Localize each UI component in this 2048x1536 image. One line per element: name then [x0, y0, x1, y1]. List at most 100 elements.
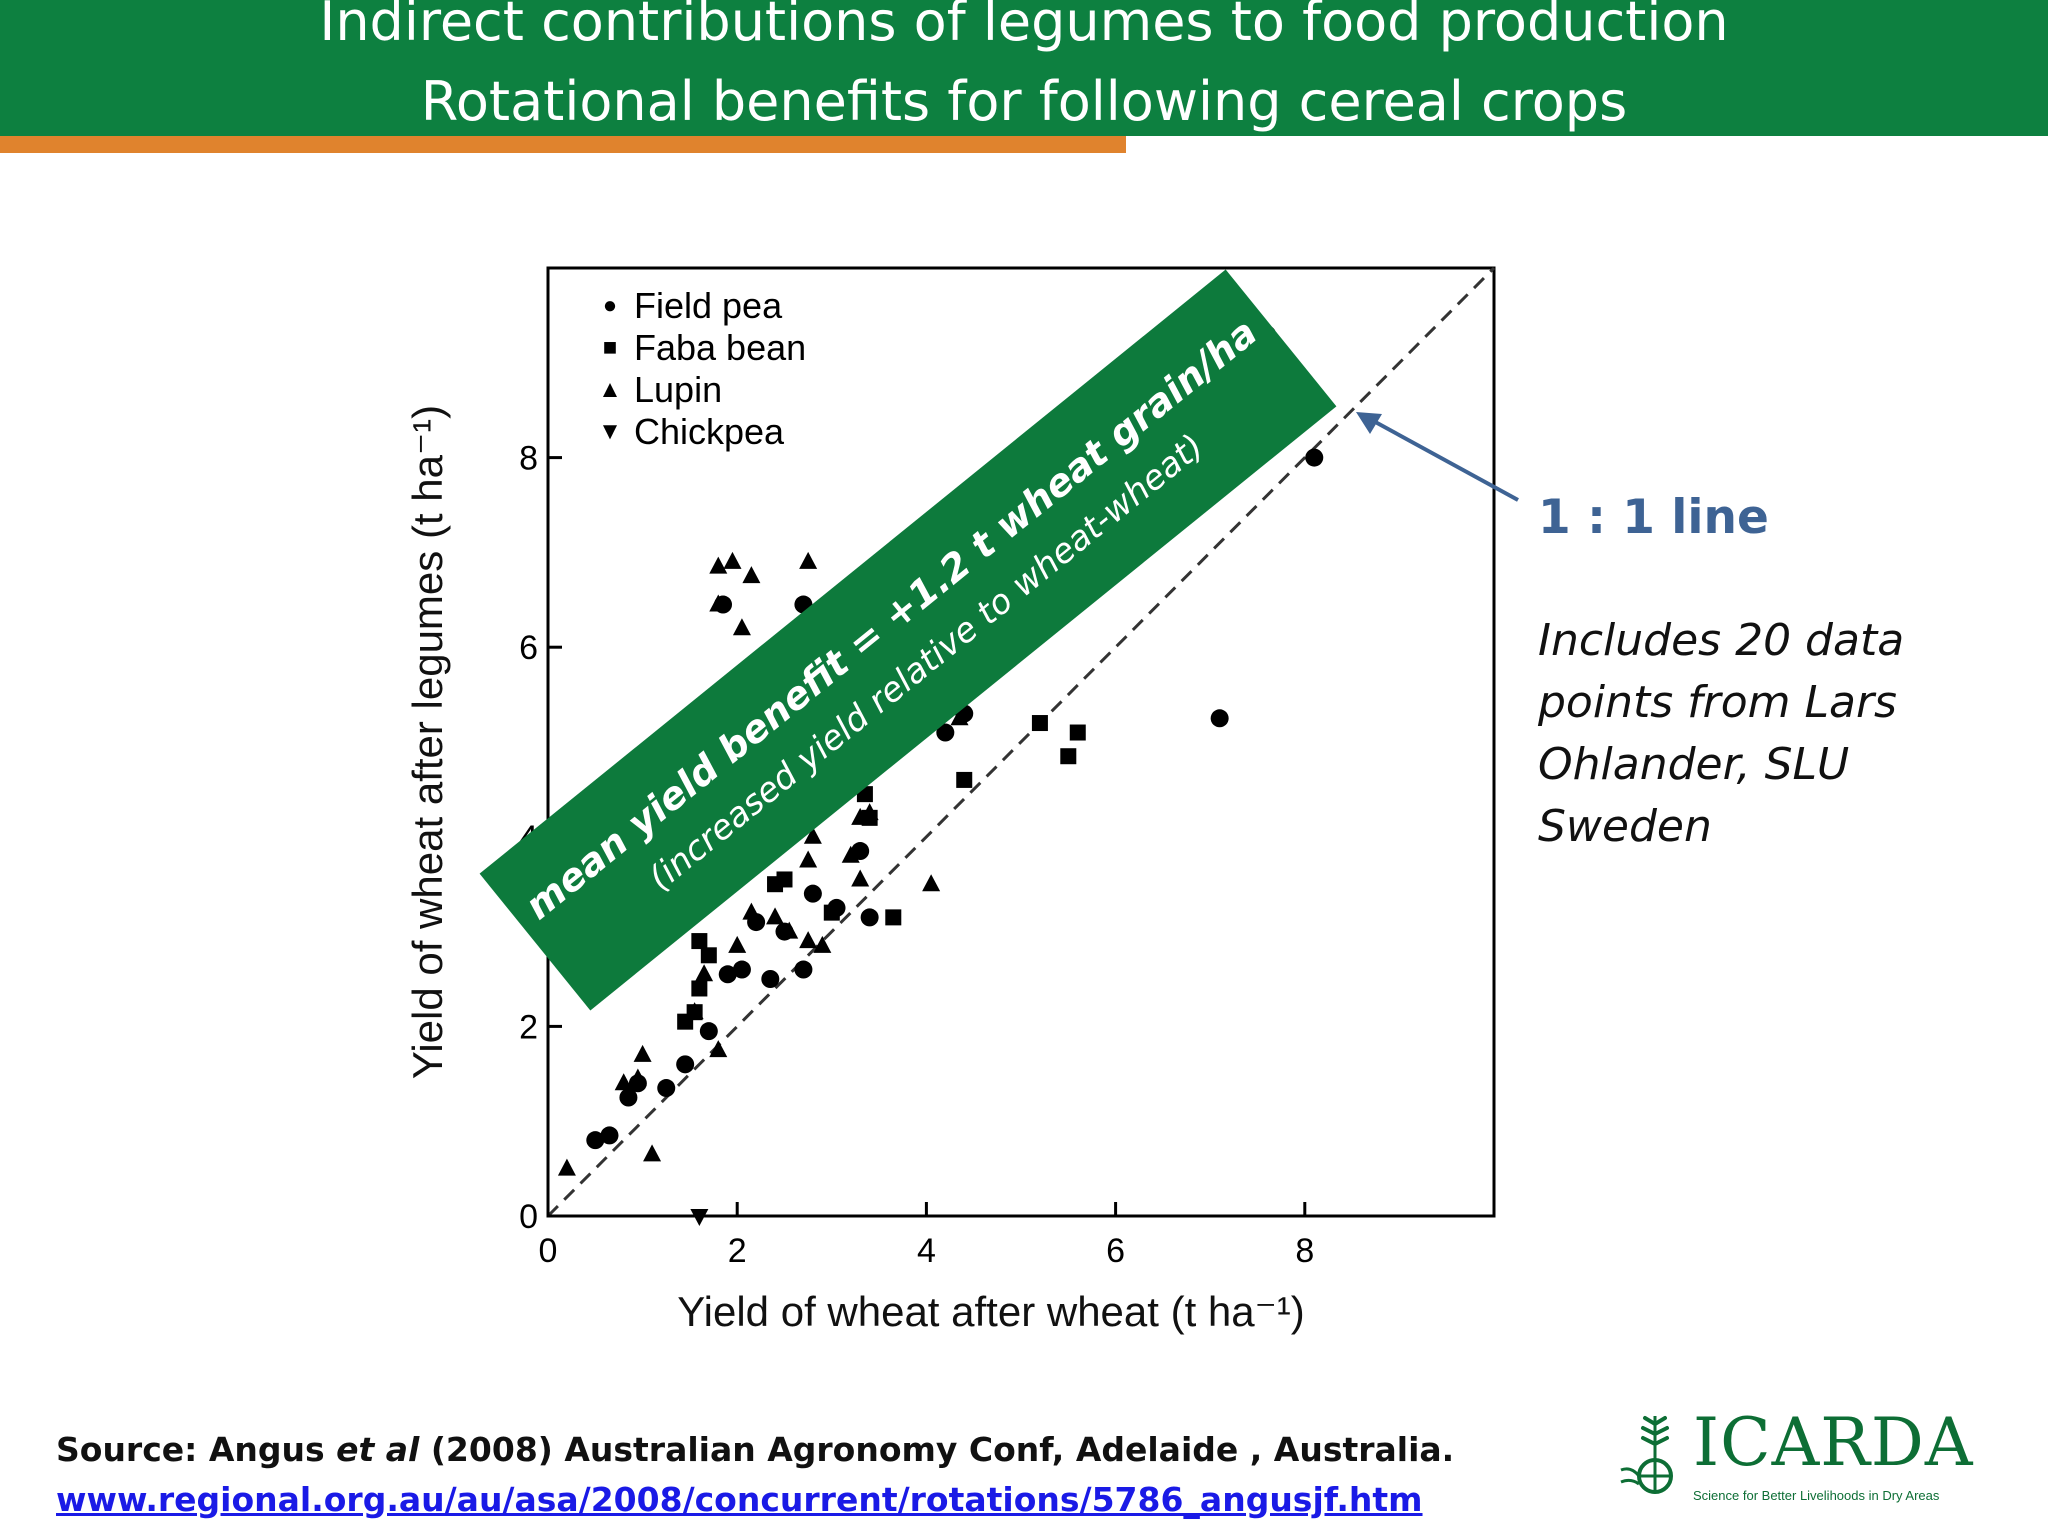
- data-point: [676, 1055, 695, 1074]
- slide-title: Indirect contributions of legumes to foo…: [319, 0, 1729, 53]
- data-point: [841, 845, 860, 863]
- data-point: [766, 907, 785, 925]
- icarda-logo: ICARDA Science for Better Livelihoods in…: [1615, 1404, 1973, 1510]
- banner-background: [479, 269, 1337, 1011]
- data-point: [1031, 715, 1048, 732]
- x-tick-label: 4: [917, 1232, 936, 1270]
- data-point: [643, 1144, 662, 1162]
- scatter-chart: 0246802468Yield of wheat after wheat (t …: [404, 266, 1519, 1335]
- legend-label: Chickpea: [634, 411, 785, 452]
- legend-label: Lupin: [634, 369, 723, 410]
- data-point: [1069, 724, 1086, 741]
- arrow-head-icon: [1356, 412, 1382, 434]
- data-point: [600, 1126, 619, 1145]
- title-band: [0, 0, 2048, 136]
- y-tick-label: 0: [519, 1198, 538, 1236]
- includes-note: Includes 20 data points from Lars Ohland…: [1538, 615, 1905, 852]
- y-tick-label: 6: [519, 629, 538, 667]
- source-prefix: Source: Angus: [56, 1430, 337, 1469]
- data-point: [761, 970, 780, 988]
- data-point: [813, 935, 832, 953]
- data-point: [728, 935, 747, 953]
- data-point: [860, 803, 879, 821]
- data-point: [614, 1073, 633, 1091]
- data-point: [936, 723, 955, 742]
- data-point: [794, 960, 813, 979]
- data-point: [742, 902, 761, 920]
- data-point: [657, 1079, 676, 1098]
- data-point: [922, 874, 941, 892]
- data-point: [557, 1158, 576, 1176]
- data-point: [695, 964, 714, 982]
- source-citation: Source: Angus et al (2008) Australian Ag…: [56, 1430, 1454, 1469]
- arrow-line: [1367, 416, 1519, 502]
- data-point: [956, 771, 973, 788]
- legend-item-chickpea: ▼ Chickpea: [592, 411, 806, 453]
- data-point: [799, 931, 818, 949]
- data-point: [691, 933, 708, 950]
- data-point: [633, 1044, 652, 1062]
- data-point: [699, 1022, 718, 1041]
- source-suffix: (2008) Australian Agronomy Conf, Adelaid…: [419, 1430, 1455, 1469]
- data-point: [803, 826, 822, 844]
- x-tick-label: 0: [539, 1232, 558, 1270]
- data-point: [742, 566, 761, 584]
- data-point: [1210, 709, 1229, 728]
- one-to-one-line: [546, 266, 1496, 1218]
- x-tick-label: 8: [1295, 1232, 1314, 1270]
- data-point: [732, 618, 751, 636]
- data-point: [628, 1068, 647, 1086]
- data-point: [780, 921, 799, 939]
- data-point: [860, 908, 879, 927]
- logo-wordmark: ICARDA: [1693, 1404, 1974, 1481]
- title-accent-bar: [0, 136, 1126, 153]
- x-tick-label: 6: [1106, 1232, 1125, 1270]
- data-point: [700, 947, 717, 964]
- data-point: [885, 909, 902, 926]
- plot-frame: [546, 266, 1496, 1218]
- triangle-up-marker-icon: ▲: [598, 376, 622, 403]
- data-point: [718, 965, 737, 984]
- data-point: [851, 869, 870, 887]
- y-tick-label: 2: [519, 1008, 538, 1046]
- legend-label: Field pea: [634, 285, 783, 326]
- data-point: [709, 594, 728, 612]
- data-point: [619, 1088, 638, 1107]
- data-point: [685, 1002, 704, 1020]
- square-marker-icon: ■: [602, 334, 618, 361]
- circle-marker-icon: ●: [602, 292, 618, 319]
- data-point: [690, 1209, 709, 1226]
- y-tick-label: 8: [519, 440, 538, 478]
- y-axis-label: Yield of wheat after legumes (t ha⁻¹): [404, 405, 451, 1079]
- data-point: [799, 850, 818, 868]
- data-point: [1305, 448, 1324, 467]
- data-point: [851, 807, 870, 825]
- data-point: [799, 551, 818, 569]
- legend-item-faba-bean: ■ Faba bean: [592, 327, 806, 369]
- slide-subtitle: Rotational benefits for following cereal…: [420, 70, 1628, 133]
- banner-line-2: (increased yield relative to wheat-wheat…: [641, 426, 1211, 898]
- legend-label: Faba bean: [634, 327, 807, 368]
- data-point: [803, 884, 822, 903]
- one-to-one-line-label: 1 : 1 line: [1538, 490, 1769, 545]
- x-axis-label: Yield of wheat after wheat (t ha⁻¹): [677, 1288, 1305, 1335]
- wheat-globe-icon: [1620, 1416, 1673, 1494]
- data-point: [823, 904, 840, 921]
- source-link[interactable]: www.regional.org.au/au/asa/2008/concurre…: [56, 1480, 1423, 1519]
- data-point: [732, 960, 751, 979]
- triangle-down-marker-icon: ▼: [598, 418, 622, 445]
- data-point: [691, 980, 708, 997]
- data-point: [709, 1040, 728, 1058]
- source-italic: et al: [336, 1430, 420, 1469]
- data-point: [950, 708, 969, 726]
- data-point: [1060, 748, 1077, 765]
- data-point: [586, 1131, 605, 1150]
- legend-item-field-pea: ● Field pea: [592, 285, 806, 327]
- legend-item-lupin: ▲ Lupin: [592, 369, 806, 411]
- data-point: [709, 556, 728, 574]
- x-tick-label: 2: [728, 1232, 747, 1270]
- logo-tagline: Science for Better Livelihoods in Dry Ar…: [1693, 1488, 1940, 1503]
- chart-legend: ● Field pea ■ Faba bean ▲ Lupin ▼ Chickp…: [592, 285, 806, 453]
- data-point: [723, 551, 742, 569]
- data-point: [776, 871, 793, 888]
